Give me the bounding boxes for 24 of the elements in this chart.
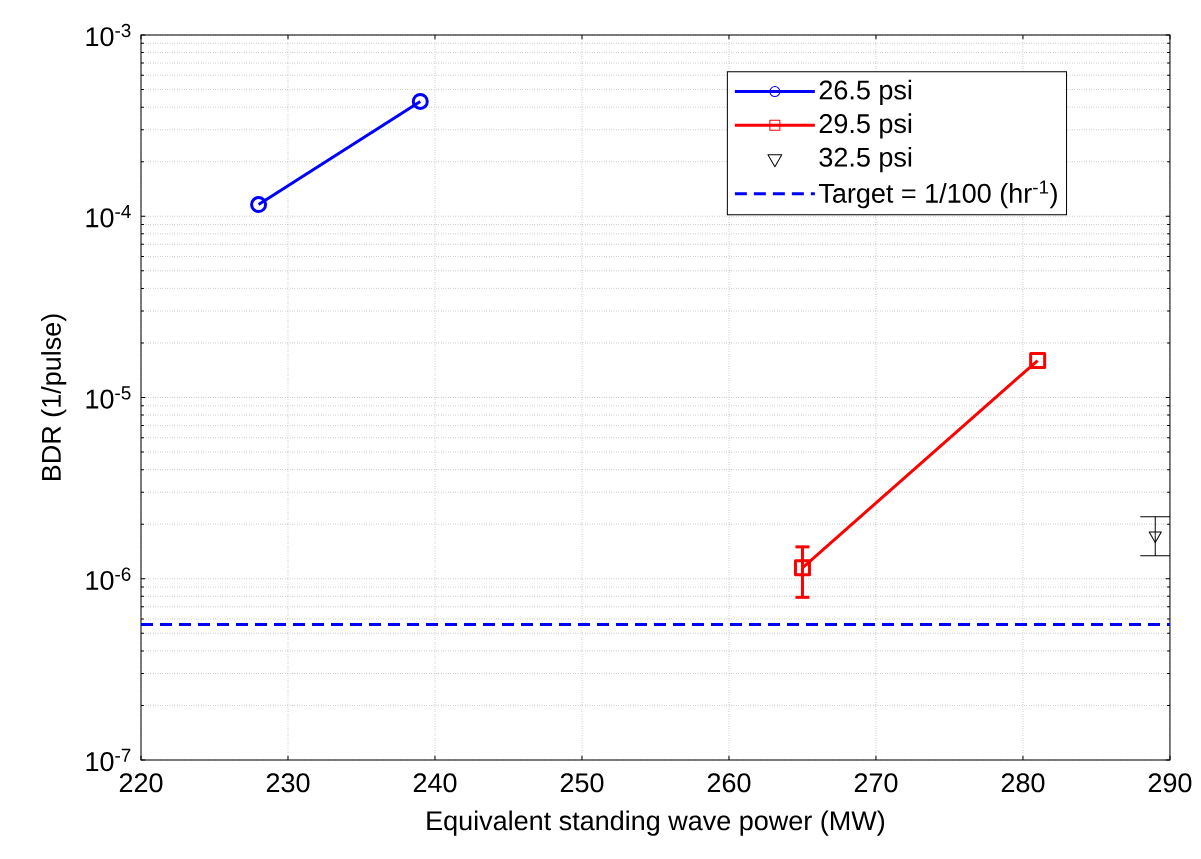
legend-label: 32.5 psi	[819, 146, 912, 173]
point	[793, 559, 811, 577]
x-tick-label: 280	[1001, 773, 1045, 793]
legend-label: 26.5 psi	[819, 79, 912, 105]
y-tick-label: 10$^{-3}$	[86, 23, 131, 47]
y-tick-label: 10$^{-6}$	[86, 567, 131, 591]
y-tick-label: 10$^{-5}$	[86, 386, 131, 409]
x-tick-label: 230	[266, 773, 310, 793]
x-tick-label: 220	[119, 773, 163, 793]
point	[1029, 352, 1047, 370]
legend-label: 29.5 psi	[819, 113, 912, 139]
point	[1148, 531, 1162, 544]
x-tick-label: 250	[560, 773, 604, 793]
x-tick-label: 290	[1148, 773, 1192, 793]
x-tick-label: 260	[707, 773, 751, 793]
x-tick-label: 270	[854, 773, 898, 793]
legend-label: Target = 1/100 (hr$^{-1}$)	[818, 180, 1057, 209]
point	[250, 196, 268, 214]
y-tick-label: 10$^{-4}$	[86, 205, 131, 228]
y-tick-label: 10$^{-7}$	[86, 748, 131, 772]
x-axis-title: Equivalent standing wave power (MW)	[427, 810, 885, 836]
y-axis-title: BDR (1/pulse)	[41, 314, 67, 481]
x-tick-label: 240	[413, 773, 457, 793]
point	[411, 92, 429, 110]
